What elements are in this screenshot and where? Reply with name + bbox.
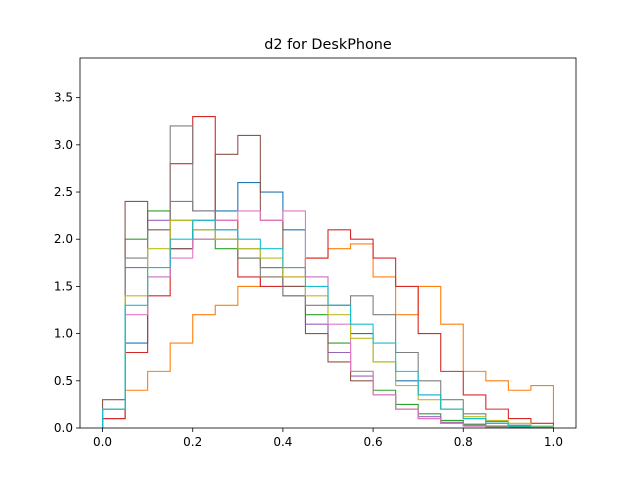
- y-tick-label: 3.0: [54, 138, 73, 152]
- y-tick-label: 2.0: [54, 232, 73, 246]
- x-tick-label: 0.4: [273, 435, 292, 449]
- plot-frame: [79, 57, 577, 429]
- x-tick-label: 0.2: [183, 435, 202, 449]
- y-tick-label: 1.0: [54, 327, 73, 341]
- series-layer: [102, 115, 554, 429]
- y-tick-label: 3.5: [54, 91, 73, 105]
- x-axis: 0.0 0.2 0.4 0.6 0.8 1.0: [93, 428, 563, 449]
- series-line-9: [102, 219, 554, 428]
- y-tick-label: 0.0: [54, 421, 73, 435]
- x-tick-label: 0.6: [364, 435, 383, 449]
- x-tick-label: 1.0: [544, 435, 563, 449]
- y-tick-label: 1.5: [54, 279, 73, 293]
- y-axis: 0.0 0.5 1.0 1.5 2.0 2.5 3.0 3.5: [54, 91, 80, 435]
- y-tick-label: 0.5: [54, 374, 73, 388]
- y-tick-label: 2.5: [54, 185, 73, 199]
- chart-title: d2 for DeskPhone: [264, 37, 392, 53]
- x-tick-label: 0.8: [454, 435, 473, 449]
- x-tick-label: 0.0: [93, 435, 112, 449]
